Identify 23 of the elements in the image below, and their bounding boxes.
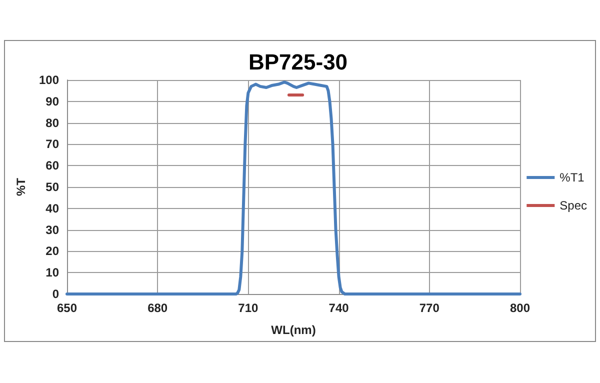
y-tick-label: 10	[46, 266, 60, 280]
y-tick-label: 60	[46, 158, 60, 173]
legend-label: %T1	[560, 170, 585, 184]
x-tick-label: 770	[419, 301, 440, 315]
x-tick-label: 710	[238, 301, 259, 315]
y-axis-title: %T	[14, 177, 28, 196]
y-tick-label: 100	[38, 73, 60, 87]
y-tick-label: 80	[46, 116, 60, 130]
legend-label: Spec	[560, 198, 588, 212]
x-axis-title: WL(nm)	[271, 323, 316, 337]
x-tick-label: 740	[328, 301, 350, 315]
x-tick-label: 680	[148, 301, 168, 315]
y-tick-label: 40	[46, 201, 60, 216]
y-tick-label: 0	[52, 287, 60, 301]
line-series	[66, 80, 522, 296]
x-tick-label: 800	[510, 301, 530, 315]
x-tick-label: 650	[56, 301, 78, 315]
y-tick-label: 20	[46, 244, 60, 258]
y-tick-label: 90	[46, 94, 60, 108]
y-tick-label: 50	[46, 180, 60, 194]
y-tick-label: 70	[46, 137, 60, 152]
chart-title: BP725-30	[248, 50, 348, 74]
y-tick-label: 30	[46, 222, 60, 237]
